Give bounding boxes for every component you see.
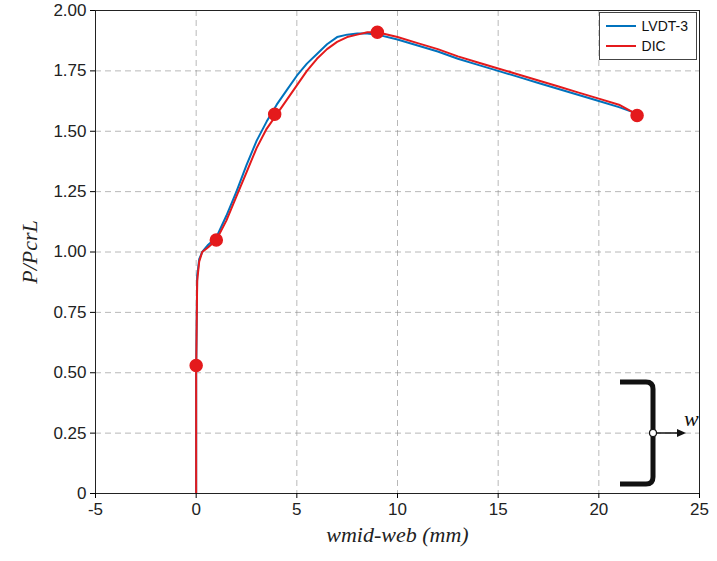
svg-text:0.50: 0.50 [53, 363, 86, 382]
svg-text:w: w [684, 406, 699, 431]
svg-text:-5: -5 [88, 500, 103, 519]
svg-text:0: 0 [191, 500, 200, 519]
svg-text:20: 20 [589, 500, 608, 519]
svg-text:0: 0 [77, 484, 86, 503]
svg-text:0.25: 0.25 [53, 424, 86, 443]
svg-text:wmid-web (mm): wmid-web (mm) [326, 522, 468, 547]
html-text:DIC: DIC [641, 38, 666, 54]
svg-text:0.75: 0.75 [53, 303, 86, 322]
svg-text:25: 25 [690, 500, 709, 519]
svg-text:2.00: 2.00 [53, 1, 86, 20]
svg-text:1.00: 1.00 [53, 242, 86, 261]
svg-text:5: 5 [292, 500, 301, 519]
html-text:LVDT-3: LVDT-3 [641, 18, 688, 34]
svg-text:1.25: 1.25 [53, 182, 86, 201]
svg-text:10: 10 [388, 500, 407, 519]
svg-text:1.50: 1.50 [53, 122, 86, 141]
svg-text:P/PcrL: P/PcrL [17, 220, 42, 285]
svg-text:15: 15 [489, 500, 508, 519]
svg-text:1.75: 1.75 [53, 61, 86, 80]
